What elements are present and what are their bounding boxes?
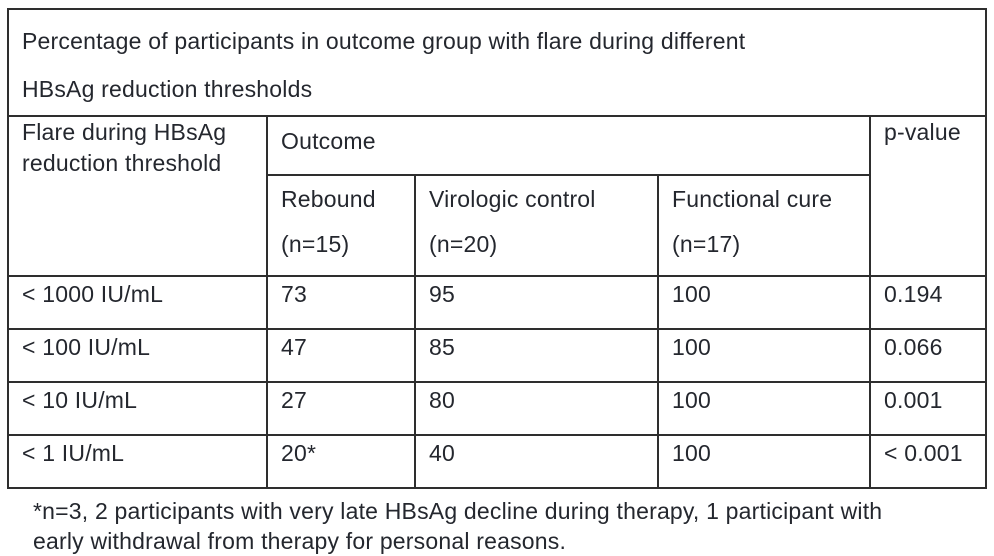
header-row-groups: Rebound (n=15) Virologic control (n=20) … (8, 174, 986, 277)
footnote-line-1: *n=3, 2 participants with very late HBsA… (33, 498, 883, 524)
group-label: Virologic control (429, 186, 596, 212)
table-row-lt1: < 1 IU/mL 20* 40 100 < 0.001 (7, 434, 988, 489)
cell-rebound: 73 (266, 275, 416, 330)
table-title-line-2: HBsAg reduction thresholds (22, 76, 313, 102)
table-row-lt1000: < 1000 IU/mL 73 95 100 0.194 (7, 275, 988, 330)
cell-virologic-control: 40 (414, 434, 659, 489)
page-content: Percentage of participants in outcome gr… (6, 8, 988, 556)
group-n: (n=20) (429, 231, 498, 257)
header-group-functional-cure: Functional cure (n=17) (657, 174, 871, 277)
cell-p-value: 0.194 (868, 275, 988, 330)
cell-rebound: 47 (266, 328, 416, 383)
cell-threshold: < 1 IU/mL (7, 434, 268, 489)
group-n: (n=17) (672, 231, 741, 257)
flare-outcome-table: Percentage of participants in outcome gr… (6, 8, 988, 489)
cell-functional-cure: 100 (657, 275, 871, 330)
header-p-value: p-value (868, 115, 988, 277)
cell-p-value: 0.066 (868, 328, 988, 383)
group-n: (n=15) (281, 231, 350, 257)
cell-threshold: < 1000 IU/mL (7, 275, 268, 330)
table-title-line-1: Percentage of participants in outcome gr… (22, 28, 746, 54)
cell-functional-cure: 100 (657, 381, 871, 436)
cell-rebound: 20* (266, 434, 416, 489)
cell-p-value: 0.001 (868, 381, 988, 436)
group-label: Rebound (281, 186, 376, 212)
cell-virologic-control: 85 (414, 328, 659, 383)
cell-virologic-control: 95 (414, 275, 659, 330)
table-row-lt100: < 100 IU/mL 47 85 100 0.066 (7, 328, 988, 383)
table-title-cell: Percentage of participants in outcome gr… (6, 8, 988, 117)
footnote: *n=3, 2 participants with very late HBsA… (33, 496, 985, 556)
cell-virologic-control: 80 (414, 381, 659, 436)
group-label: Functional cure (672, 186, 833, 212)
footnote-line-2: early withdrawal from therapy for person… (33, 528, 567, 554)
header-row-outcome: Flare during HBsAg reduction threshold O… (7, 115, 988, 277)
cell-functional-cure: 100 (657, 434, 871, 489)
header-flare-threshold: Flare during HBsAg reduction threshold (7, 115, 268, 277)
header-outcome: Outcome (266, 115, 871, 176)
cell-threshold: < 100 IU/mL (7, 328, 268, 383)
cell-p-value: < 0.001 (868, 434, 988, 489)
cell-functional-cure: 100 (657, 328, 871, 383)
table-row-lt10: < 10 IU/mL 27 80 100 0.001 (7, 381, 988, 436)
cell-rebound: 27 (266, 381, 416, 436)
table-title-row: Percentage of participants in outcome gr… (6, 8, 988, 117)
header-group-virologic-control: Virologic control (n=20) (414, 174, 659, 277)
cell-threshold: < 10 IU/mL (7, 381, 268, 436)
header-group-rebound: Rebound (n=15) (266, 174, 416, 277)
